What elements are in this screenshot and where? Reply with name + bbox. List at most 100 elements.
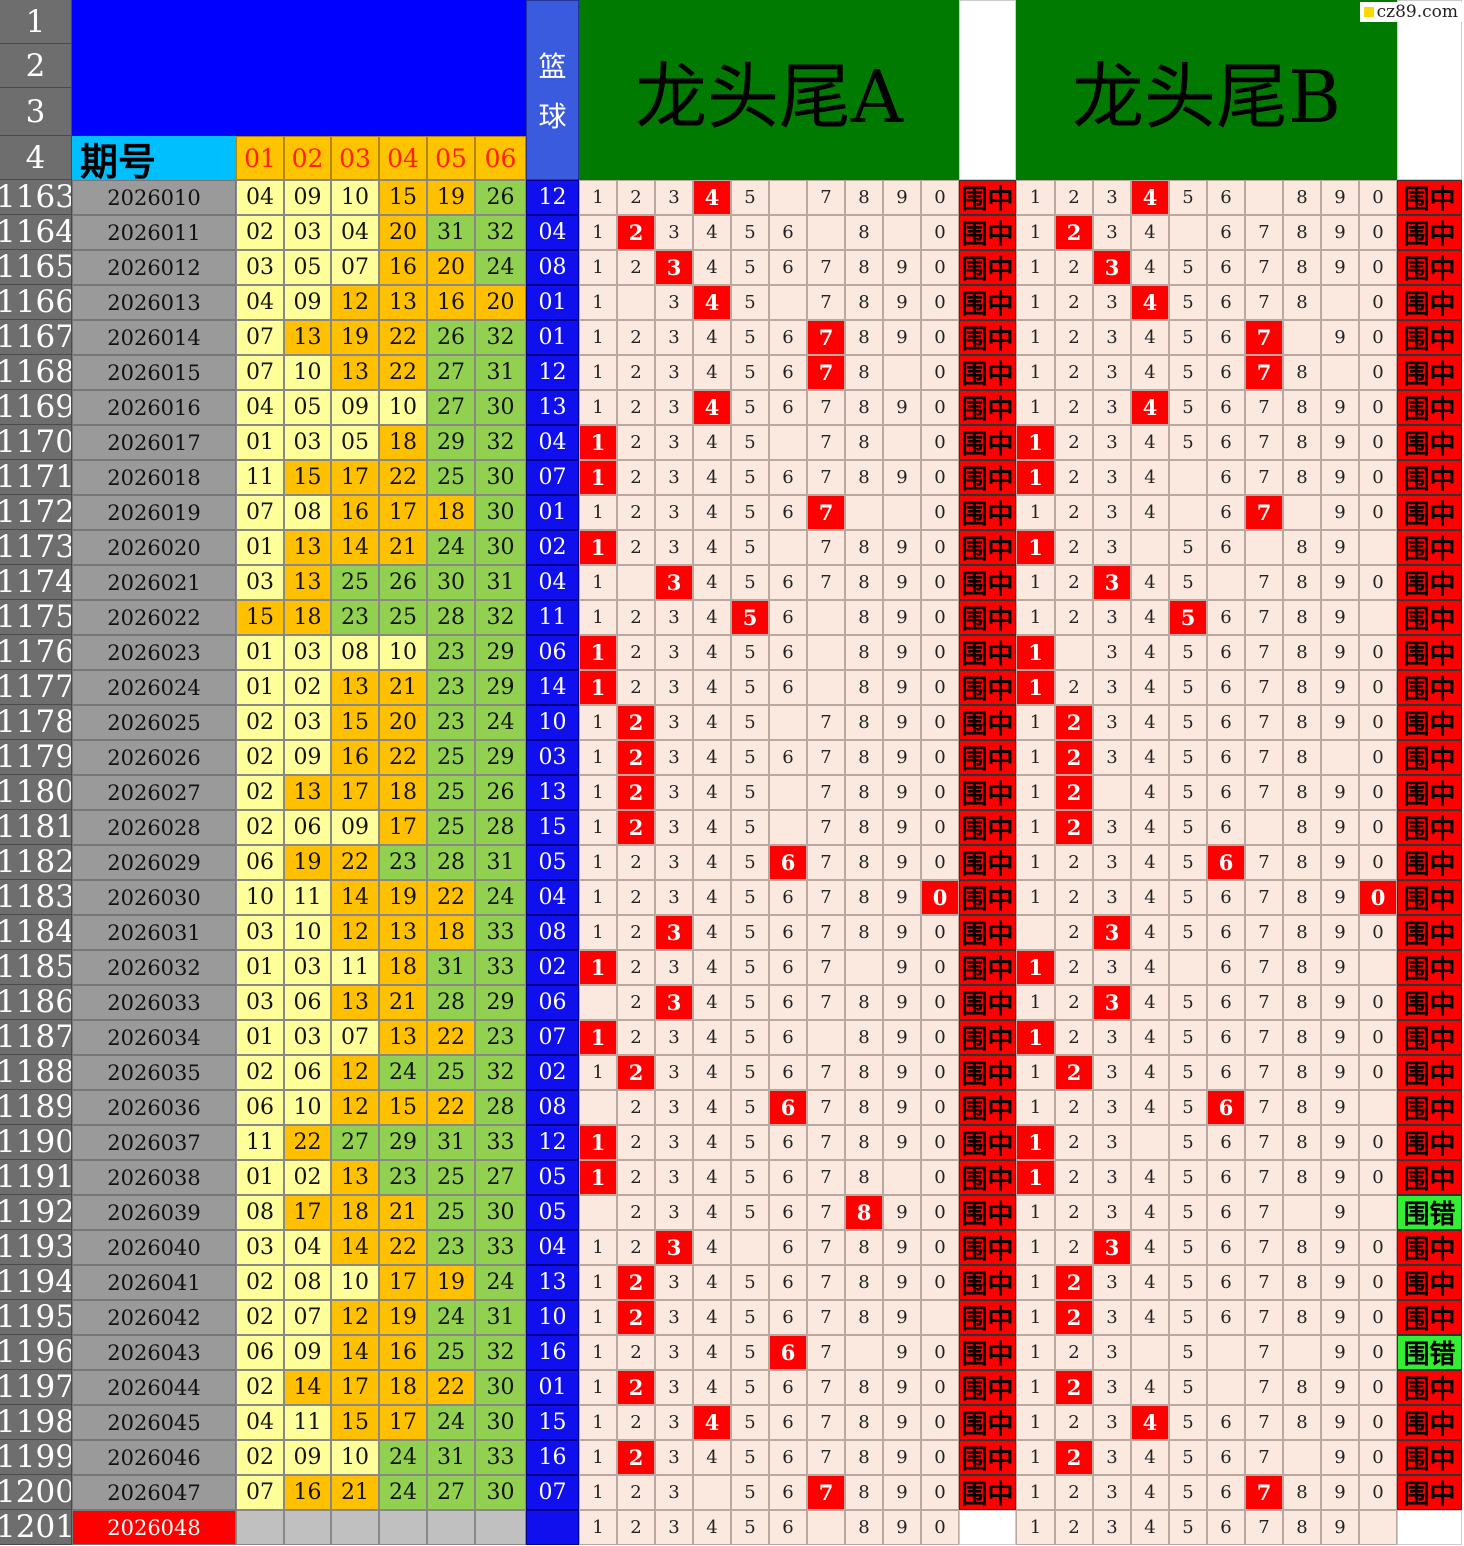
red-ball-cell: 02 [236,775,284,810]
red-ball-cell: 07 [236,355,284,390]
red-ball-cell: 30 [475,1370,526,1405]
red-ball-cell: 11 [284,1405,331,1440]
a-digit-cell [883,215,921,250]
blue-ball-cell: 02 [526,530,579,565]
b-digit-cell: 5 [1169,1055,1207,1090]
a-digit-cell [883,425,921,460]
blue-ball-cell: 10 [526,705,579,740]
blue-ball-cell: 04 [526,425,579,460]
a-digit-cell: 3 [655,285,693,320]
red-ball-cell: 07 [331,250,379,285]
row-number: 1167 [0,320,72,355]
red-ball-cell: 32 [475,425,526,460]
b-digit-cell: 2 [1055,495,1093,530]
b-digit-cell: 7 [1245,1440,1283,1475]
b-digit-cell: 0 [1359,915,1397,950]
period-cell: 2026042 [72,1300,236,1335]
b-digit-cell: 2 [1055,845,1093,880]
b-digit-cell: 1 [1016,1090,1055,1125]
red-ball-cell: 31 [475,1300,526,1335]
b-digit-cell: 5 [1169,1335,1207,1370]
a-digit-cell: 0 [921,1195,959,1230]
b-digit-cell [1321,285,1359,320]
a-digit-cell: 1 [579,950,617,985]
b-digit-cell: 6 [1207,1055,1245,1090]
a-digit-cell: 2 [617,1195,655,1230]
b-digit-cell: 0 [1359,985,1397,1020]
a-digit-cell: 9 [883,1405,921,1440]
a-digit-cell: 1 [579,1055,617,1090]
red-ball-cell: 03 [284,215,331,250]
a-digit-cell: 4 [693,530,731,565]
b-digit-cell: 1 [1016,215,1055,250]
red-ball-cell: 22 [284,1125,331,1160]
red-ball-cell: 13 [379,285,427,320]
red-ball-cell: 23 [379,1160,427,1195]
b-result-cell: 围中 [1397,670,1462,705]
period-cell: 2026022 [72,600,236,635]
b-digit-cell [1169,495,1207,530]
red-ball-cell: 30 [475,1475,526,1510]
a-digit-cell [807,1510,845,1545]
b-digit-cell: 7 [1245,1475,1283,1510]
a-digit-cell: 1 [579,810,617,845]
a-digit-cell: 7 [807,530,845,565]
b-digit-cell: 6 [1207,1125,1245,1160]
basketball-label: 篮球 [526,0,579,180]
red-ball-cell: 22 [379,1230,427,1265]
a-digit-cell: 3 [655,950,693,985]
a-digit-cell: 0 [921,880,959,915]
red-ball-cell: 15 [379,1090,427,1125]
blue-ball-cell: 07 [526,460,579,495]
period-cell: 2026032 [72,950,236,985]
red-ball-cell: 03 [236,565,284,600]
b-digit-cell: 0 [1359,215,1397,250]
row-number: 1177 [0,670,72,705]
a-digit-cell: 8 [845,915,883,950]
b-digit-cell: 3 [1093,565,1131,600]
a-digit-cell: 6 [769,880,807,915]
a-digit-cell: 4 [693,215,731,250]
red-ball-cell: 27 [427,355,475,390]
b-result-cell: 围中 [1397,845,1462,880]
a-digit-cell: 2 [617,1475,655,1510]
b-digit-cell: 2 [1055,460,1093,495]
b-digit-cell: 9 [1321,880,1359,915]
b-digit-cell: 6 [1207,775,1245,810]
b-digit-cell: 1 [1016,1055,1055,1090]
a-digit-cell: 7 [807,495,845,530]
a-digit-cell: 5 [731,670,769,705]
b-digit-cell: 3 [1093,1125,1131,1160]
a-digit-cell: 1 [579,250,617,285]
red-ball-cell: 22 [379,355,427,390]
red-ball-cell: 03 [284,425,331,460]
a-digit-cell: 2 [617,1335,655,1370]
a-digit-cell: 8 [845,390,883,425]
b-digit-cell: 8 [1283,355,1321,390]
a-digit-cell: 9 [883,1440,921,1475]
a-digit-cell: 3 [655,1160,693,1195]
a-digit-cell: 8 [845,1020,883,1055]
red-ball-cell: 25 [427,1055,475,1090]
a-digit-cell: 4 [693,1370,731,1405]
b-digit-cell: 5 [1169,600,1207,635]
b-digit-cell: 1 [1016,1370,1055,1405]
a-digit-cell: 4 [693,1405,731,1440]
red-ball-cell: 02 [236,1370,284,1405]
row-number: 1185 [0,950,72,985]
a-digit-cell: 5 [731,425,769,460]
a-digit-cell: 7 [807,390,845,425]
b-digit-cell [1245,810,1283,845]
period-cell: 2026028 [72,810,236,845]
b-digit-cell: 1 [1016,810,1055,845]
a-digit-cell: 8 [845,250,883,285]
b-digit-cell: 7 [1245,320,1283,355]
a-digit-cell: 8 [845,775,883,810]
row-number: 1169 [0,390,72,425]
b-digit-cell: 1 [1016,1230,1055,1265]
a-result-cell: 围中 [959,215,1016,250]
a-digit-cell: 8 [845,810,883,845]
b-digit-cell: 8 [1283,670,1321,705]
b-digit-cell [1169,215,1207,250]
red-ball-cell: 30 [475,460,526,495]
